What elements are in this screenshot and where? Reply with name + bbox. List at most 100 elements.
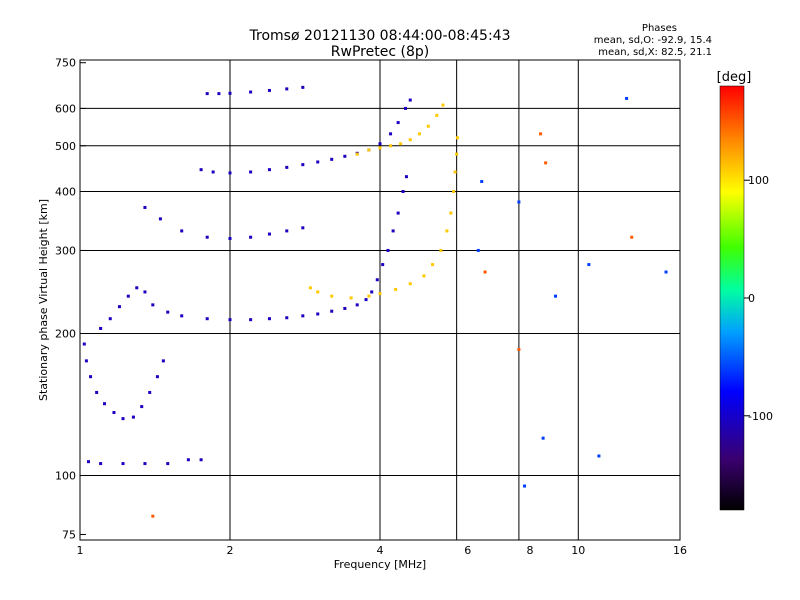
echo-point bbox=[84, 359, 88, 363]
echo-point bbox=[517, 200, 521, 204]
echo-point bbox=[126, 294, 130, 298]
echo-point bbox=[517, 347, 521, 351]
echo-point bbox=[625, 96, 629, 100]
echo-point bbox=[389, 144, 393, 148]
colorbar-tick-label: 100 bbox=[748, 174, 769, 187]
stats-o-mode: mean, sd,O: -92.9, 15.4 bbox=[593, 35, 712, 46]
echo-point bbox=[217, 92, 221, 96]
echo-point bbox=[426, 124, 430, 128]
echo-point bbox=[143, 290, 147, 294]
echo-point bbox=[539, 132, 543, 136]
echo-point bbox=[308, 286, 312, 290]
echo-point bbox=[396, 121, 400, 125]
echo-point bbox=[108, 317, 112, 321]
echo-point bbox=[301, 314, 305, 318]
y-tick-label: 750 bbox=[55, 57, 76, 70]
echo-point bbox=[186, 458, 190, 462]
echo-point bbox=[140, 405, 144, 409]
echo-point bbox=[211, 170, 215, 174]
x-axis-label: Frequency [MHz] bbox=[334, 558, 426, 571]
echo-point bbox=[330, 157, 334, 161]
echo-point bbox=[228, 318, 232, 322]
echo-point bbox=[121, 462, 125, 466]
echo-point bbox=[378, 142, 382, 146]
echo-point bbox=[452, 190, 456, 194]
echo-point bbox=[364, 298, 368, 302]
echo-point bbox=[435, 113, 439, 117]
y-axis-label: Stationary phase Virtual Height [km] bbox=[37, 199, 50, 401]
echo-point bbox=[155, 375, 159, 379]
echo-point bbox=[151, 303, 155, 307]
x-tick-label: 8 bbox=[527, 544, 534, 557]
echo-point bbox=[403, 106, 407, 110]
echo-point bbox=[375, 278, 379, 282]
echo-point bbox=[367, 294, 371, 298]
echo-point bbox=[476, 248, 480, 252]
echo-point bbox=[99, 326, 103, 330]
echo-point bbox=[267, 232, 271, 236]
y-tick-label: 200 bbox=[55, 328, 76, 341]
x-axis: 1 2 4 6 8 10 16 bbox=[77, 544, 688, 557]
echo-point bbox=[301, 163, 305, 167]
data-points bbox=[82, 85, 668, 518]
echo-point bbox=[330, 309, 334, 313]
echo-point bbox=[199, 168, 203, 172]
echo-point bbox=[205, 317, 209, 321]
echo-point bbox=[82, 342, 86, 346]
echo-point bbox=[391, 229, 395, 233]
x-tick-label: 2 bbox=[227, 544, 234, 557]
echo-point bbox=[285, 316, 289, 320]
echo-point bbox=[228, 237, 232, 241]
colorbar-tick-label: 0 bbox=[748, 292, 755, 305]
echo-point bbox=[343, 306, 347, 310]
echo-point bbox=[249, 318, 253, 322]
y-tick-label: 100 bbox=[55, 470, 76, 483]
echo-point bbox=[370, 290, 374, 294]
echo-point bbox=[449, 211, 453, 215]
echo-point bbox=[553, 294, 557, 298]
echo-point bbox=[228, 91, 232, 95]
echo-point bbox=[166, 310, 170, 314]
title-line-2: RwPretec (8p) bbox=[330, 44, 430, 60]
echo-point bbox=[453, 170, 457, 174]
echo-point bbox=[267, 168, 271, 172]
echo-point bbox=[267, 88, 271, 92]
colorbar-ticks: 100 0 -100 bbox=[744, 174, 773, 423]
echo-point bbox=[316, 312, 320, 316]
echo-point bbox=[285, 165, 289, 169]
echo-point bbox=[480, 180, 484, 184]
echo-point bbox=[445, 229, 449, 233]
echo-point bbox=[408, 282, 412, 286]
echo-point bbox=[664, 270, 668, 274]
echo-point bbox=[89, 375, 93, 379]
echo-point bbox=[386, 248, 390, 252]
y-axis: 75 100 200 300 400 500 600 750 bbox=[55, 57, 86, 541]
echo-point bbox=[112, 411, 116, 415]
echo-point bbox=[316, 160, 320, 164]
x-tick-label: 16 bbox=[673, 544, 687, 557]
echo-point bbox=[389, 132, 393, 136]
colorbar-label: [deg] bbox=[717, 70, 752, 85]
echo-point bbox=[381, 263, 385, 267]
echo-point bbox=[630, 235, 634, 239]
echo-point bbox=[355, 152, 359, 156]
echo-point bbox=[249, 235, 253, 239]
echo-point bbox=[441, 103, 445, 107]
echo-point bbox=[285, 229, 289, 233]
y-tick-label: 600 bbox=[55, 102, 76, 115]
echo-point bbox=[166, 462, 170, 466]
echo-point bbox=[422, 274, 426, 278]
echo-point bbox=[408, 98, 412, 102]
y-tick-label: 400 bbox=[55, 186, 76, 199]
y-tick-label: 75 bbox=[62, 528, 76, 541]
echo-point bbox=[86, 460, 90, 464]
echo-point bbox=[544, 161, 548, 165]
echo-point bbox=[301, 226, 305, 230]
echo-point bbox=[316, 290, 320, 294]
echo-point bbox=[455, 152, 459, 156]
echo-point bbox=[180, 229, 184, 233]
echo-point bbox=[151, 514, 155, 518]
stats-heading: Phases bbox=[641, 23, 677, 34]
x-tick-label: 6 bbox=[464, 544, 471, 557]
echo-point bbox=[455, 136, 459, 140]
